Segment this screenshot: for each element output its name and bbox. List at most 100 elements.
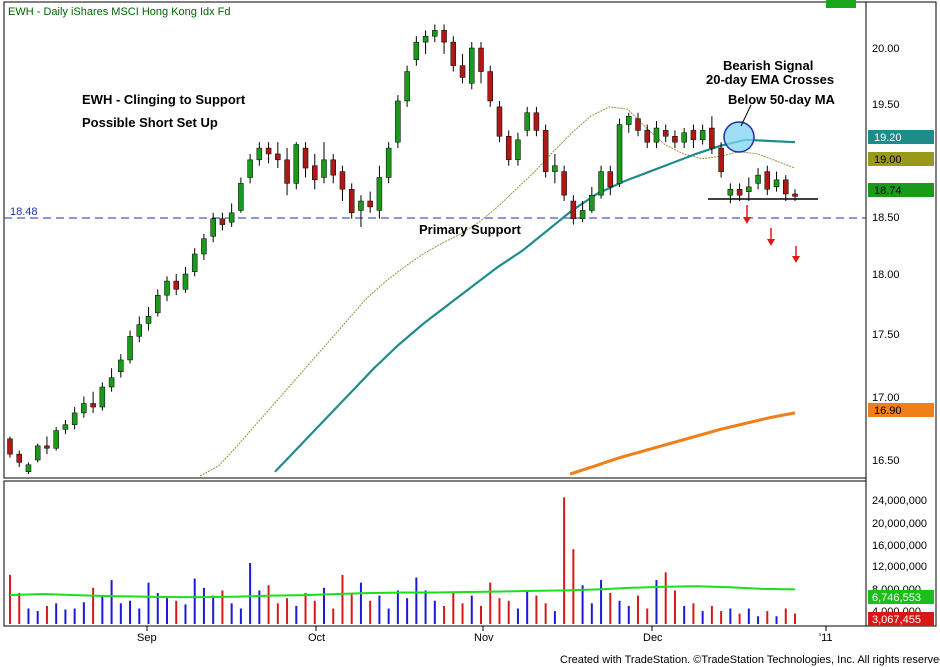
candle-up	[34, 445, 41, 461]
status-indicator	[826, 0, 856, 8]
candle-up	[256, 147, 263, 161]
down-arrow-head-icon	[743, 217, 751, 224]
candle-up	[228, 212, 235, 223]
candle-down	[792, 193, 798, 197]
candle-up	[25, 464, 32, 473]
candle-down	[709, 127, 715, 149]
candle-down	[441, 30, 447, 43]
price-panel	[3, 1, 867, 479]
x-tick-label: Dec	[643, 632, 663, 644]
candle-up	[653, 127, 660, 143]
candle-up	[210, 218, 216, 237]
candle-up	[182, 273, 189, 290]
candle-down	[44, 445, 50, 449]
volume-tick-label: 12,000,000	[872, 561, 927, 573]
annotation-below-ma: Below 50-day MA	[728, 92, 836, 107]
candle-down	[487, 71, 493, 102]
candle-up	[71, 412, 78, 425]
price-tick-label: 20.00	[872, 43, 900, 55]
ma50-badge	[868, 130, 934, 144]
candle-down	[339, 171, 346, 190]
candle-down	[644, 130, 650, 143]
ema20-badge	[868, 152, 934, 166]
credit-text: Created with TradeStation. ©TradeStation…	[560, 654, 940, 666]
candle-down	[7, 438, 13, 455]
volume-last-badge	[868, 612, 934, 626]
candle-down	[783, 179, 789, 195]
candle-down	[764, 171, 771, 190]
candle-down	[690, 130, 697, 141]
candle-up	[155, 294, 161, 314]
candle-down	[173, 280, 179, 290]
volume-avg-badge	[868, 590, 934, 604]
candle-up	[358, 200, 364, 211]
candle-up	[164, 280, 170, 296]
candle-up	[422, 35, 429, 43]
candle-down	[348, 189, 355, 214]
price-tick-label: 16.50	[872, 455, 900, 467]
ema20-line	[199, 106, 796, 477]
candle-up	[145, 316, 152, 324]
price-tick-label: 19.50	[872, 99, 900, 111]
candle-down	[459, 65, 466, 78]
candle-up	[699, 130, 706, 141]
volume-bars-group	[9, 497, 796, 624]
volume-avg-badge-label: 6,746,553	[872, 592, 921, 604]
candle-up	[53, 430, 59, 449]
candle-down	[505, 136, 512, 161]
x-tick-label: '11	[819, 632, 833, 644]
candle-up	[598, 171, 604, 196]
candle-up	[395, 100, 401, 143]
candle-down	[284, 159, 290, 184]
candle-up	[191, 253, 198, 272]
candle-down	[635, 118, 641, 131]
candle-up	[99, 386, 106, 408]
candle-down	[16, 453, 22, 463]
candle-down	[561, 171, 567, 196]
price-badges: 19.20 19.00 18.74 16.90	[868, 130, 934, 417]
annotation-setup: Possible Short Set Up	[82, 115, 218, 130]
price-axis-panel	[865, 1, 937, 627]
x-tick-label: Sep	[137, 632, 157, 644]
ma200-badge-label: 16.90	[874, 405, 902, 417]
volume-tick-label: 20,000,000	[872, 518, 927, 530]
candle-up	[589, 194, 595, 211]
candle-down	[736, 189, 743, 196]
candle-up	[432, 30, 438, 37]
candle-down	[718, 147, 724, 172]
candle-up	[385, 147, 392, 178]
candle-down	[496, 106, 503, 137]
candle-up	[552, 165, 558, 172]
candle-down	[219, 218, 226, 225]
candle-down	[90, 403, 96, 408]
candle-up	[201, 238, 207, 255]
support-line-label: 18.48	[10, 206, 38, 218]
candle-up	[773, 179, 780, 188]
candle-up	[681, 132, 687, 143]
candle-down	[672, 136, 678, 143]
annotation-bearish-signal: Bearish Signal	[723, 58, 813, 73]
chart-title: EWH - Daily iShares MSCI Hong Kong Idx F…	[8, 6, 231, 18]
last-price-badge	[868, 183, 934, 197]
ema20-badge-label: 19.00	[874, 154, 902, 166]
candle-down	[542, 130, 549, 172]
candle-up	[118, 359, 124, 372]
candle-up	[376, 177, 383, 211]
ma50-badge-label: 19.20	[874, 132, 902, 144]
candle-up	[127, 336, 133, 361]
candle-up	[247, 159, 253, 178]
candle-up	[524, 112, 530, 131]
candle-up	[755, 174, 761, 184]
candle-down	[662, 130, 669, 137]
candle-down	[570, 200, 577, 219]
ma50-line	[274, 138, 796, 473]
candle-up	[515, 139, 521, 161]
x-axis: Sep Oct Nov Dec '11	[137, 626, 833, 644]
down-arrow-head-icon	[792, 256, 800, 263]
candle-down	[302, 147, 309, 169]
annotation-primary-support: Primary Support	[419, 222, 522, 237]
volume-tick-label: 16,000,000	[872, 540, 927, 552]
volume-last-badge-label: 3,067,455	[872, 614, 921, 626]
candle-down	[533, 112, 540, 131]
candle-up	[404, 71, 410, 102]
